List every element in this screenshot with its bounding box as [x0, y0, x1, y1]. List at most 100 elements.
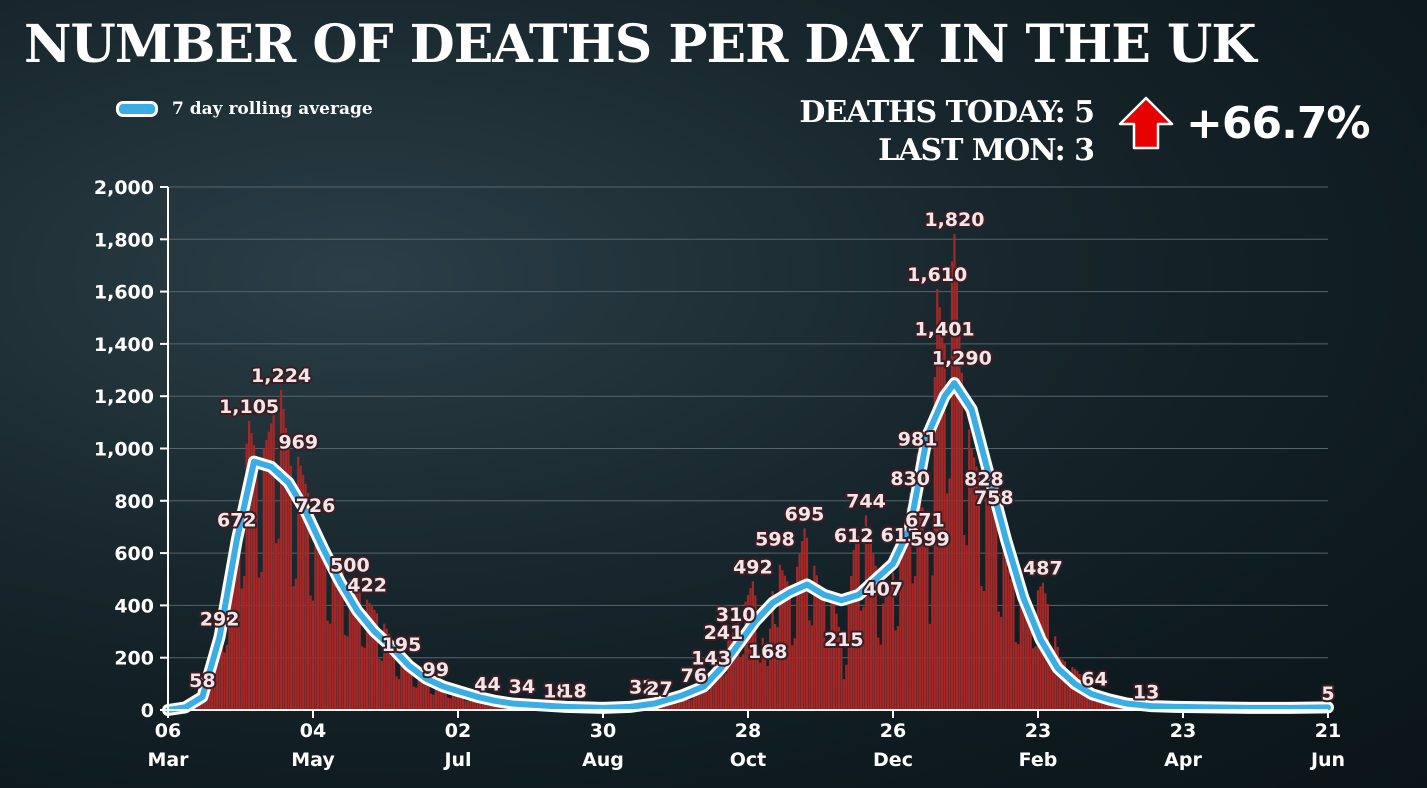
y-tick-label: 400 — [114, 595, 154, 617]
bar — [931, 575, 934, 710]
bar — [319, 531, 322, 710]
bar — [206, 692, 209, 710]
bar — [737, 622, 740, 710]
bar — [906, 507, 909, 710]
bar — [700, 682, 703, 710]
bar — [439, 685, 442, 710]
bar — [397, 679, 401, 710]
bar — [390, 638, 393, 710]
y-tick-label: 0 — [141, 700, 154, 722]
x-tick-label-month: May — [291, 749, 335, 771]
bar — [427, 678, 430, 710]
bar — [695, 687, 698, 710]
data-label: 758 — [974, 487, 1014, 509]
bar — [351, 582, 354, 710]
bar — [921, 507, 924, 710]
bar — [857, 536, 860, 710]
bar — [260, 571, 263, 710]
bar — [415, 687, 418, 710]
bar — [722, 675, 725, 710]
bar — [304, 483, 307, 710]
x-tick-label-day: 23 — [1025, 720, 1051, 742]
bar — [955, 280, 958, 710]
bar — [456, 690, 460, 710]
bar — [1002, 550, 1005, 710]
bar — [1012, 582, 1015, 710]
bar — [766, 666, 769, 710]
bar — [842, 679, 845, 710]
bar — [847, 601, 850, 710]
bar — [786, 581, 789, 710]
bar — [407, 664, 410, 710]
bar — [225, 644, 229, 710]
bar — [958, 326, 961, 710]
legend: 7 day rolling average — [116, 99, 373, 119]
data-label: 1,224 — [251, 365, 311, 387]
bar — [309, 595, 312, 710]
bar — [796, 566, 799, 710]
bar — [208, 687, 211, 710]
bar — [769, 628, 772, 710]
data-label: 598 — [755, 529, 795, 551]
x-tick-label-day: 04 — [300, 720, 326, 742]
data-label: 195 — [382, 634, 422, 656]
bar — [451, 689, 455, 710]
bar — [270, 423, 273, 710]
bar — [712, 667, 715, 710]
bar — [864, 515, 868, 710]
bar — [220, 619, 224, 710]
bar — [793, 638, 796, 710]
bar — [850, 575, 853, 710]
bar — [773, 623, 777, 710]
bar — [980, 585, 983, 710]
data-label: 830 — [890, 468, 930, 490]
bar — [805, 537, 809, 710]
bar — [727, 639, 730, 710]
bar — [1017, 644, 1020, 710]
bar — [1031, 648, 1035, 710]
x-tick-label-day: 06 — [155, 720, 181, 742]
bar — [741, 654, 745, 710]
bar — [405, 662, 408, 710]
bar — [1061, 659, 1064, 710]
bar — [683, 692, 686, 710]
bar — [277, 538, 280, 710]
bar — [243, 575, 246, 710]
bar — [894, 630, 897, 710]
bar — [941, 325, 944, 710]
bar — [373, 609, 376, 710]
data-label: 612 — [834, 525, 874, 547]
bar — [385, 628, 388, 710]
bar — [1059, 657, 1062, 710]
bar — [1068, 685, 1072, 710]
data-label: 99 — [423, 659, 449, 681]
x-tick-label-day: 21 — [1315, 720, 1341, 742]
bar — [378, 658, 381, 710]
x-tick-label-month: Apr — [1164, 749, 1202, 771]
bar — [412, 686, 415, 710]
bar — [705, 692, 708, 710]
bar — [336, 564, 339, 710]
bar — [469, 694, 472, 710]
bar — [211, 659, 214, 710]
bar — [375, 613, 378, 710]
y-tick-label: 2,000 — [94, 177, 154, 199]
bar — [953, 234, 956, 710]
bar — [228, 576, 231, 710]
bar — [810, 625, 813, 710]
bar — [685, 691, 688, 710]
data-label: 1,105 — [219, 396, 279, 418]
bar — [429, 693, 433, 710]
y-tick-label: 200 — [114, 648, 154, 670]
bar — [882, 603, 885, 710]
bar — [449, 698, 452, 710]
bar — [702, 680, 705, 710]
data-label: 27 — [646, 678, 672, 700]
bar — [223, 652, 226, 710]
bar — [338, 567, 342, 710]
data-label: 58 — [189, 670, 215, 692]
data-label: 143 — [691, 648, 731, 670]
data-label: 310 — [716, 604, 756, 626]
bar — [481, 703, 484, 710]
